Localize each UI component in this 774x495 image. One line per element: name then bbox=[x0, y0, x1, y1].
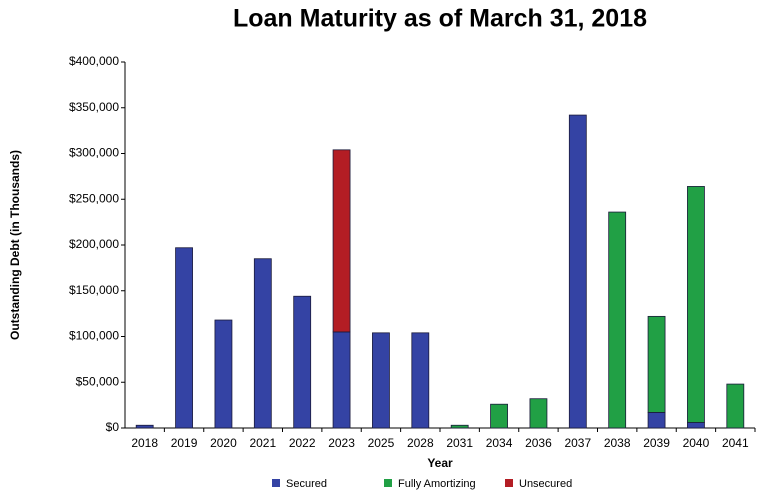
y-tick-label: $250,000 bbox=[69, 191, 119, 205]
bar-segment bbox=[687, 186, 705, 423]
bar-segment bbox=[253, 258, 272, 429]
bar-segment bbox=[647, 412, 666, 429]
bar-segment bbox=[332, 149, 351, 333]
x-tick-label: 2025 bbox=[368, 436, 395, 450]
bar-segment bbox=[332, 331, 351, 429]
x-tick-label: 2018 bbox=[131, 436, 158, 450]
y-tick-label: $150,000 bbox=[69, 283, 119, 297]
bar-segment bbox=[647, 315, 666, 413]
legend-label: Fully Amortizing bbox=[398, 478, 476, 490]
x-tick-label: 2039 bbox=[643, 436, 670, 450]
x-tick-label: 2034 bbox=[486, 436, 513, 450]
y-tick-label: $300,000 bbox=[69, 146, 119, 160]
y-tick-label: $400,000 bbox=[69, 54, 119, 68]
legend-swatch bbox=[505, 479, 513, 487]
y-tick-label: $100,000 bbox=[69, 329, 119, 343]
y-tick-label: $50,000 bbox=[76, 374, 120, 388]
x-tick-label: 2021 bbox=[249, 436, 276, 450]
bar-segment bbox=[726, 383, 745, 429]
x-tick-label: 2040 bbox=[683, 436, 710, 450]
x-tick-label: 2031 bbox=[446, 436, 473, 450]
bar-segment bbox=[214, 319, 233, 429]
x-tick-label: 2023 bbox=[328, 436, 355, 450]
bar-segment bbox=[687, 422, 705, 429]
bar-segment bbox=[175, 247, 193, 429]
y-tick-label: $350,000 bbox=[69, 100, 119, 114]
x-tick-label: 2041 bbox=[722, 436, 749, 450]
chart-title: Loan Maturity as of March 31, 2018 bbox=[233, 5, 647, 33]
x-tick-label: 2036 bbox=[525, 436, 552, 450]
y-tick-label: $0 bbox=[106, 420, 120, 434]
legend-label: Unsecured bbox=[519, 478, 572, 490]
bar-segment bbox=[293, 295, 312, 429]
x-axis-title: Year bbox=[427, 456, 453, 470]
x-tick-label: 2028 bbox=[407, 436, 434, 450]
x-tick-label: 2037 bbox=[564, 436, 591, 450]
y-axis-title: Outstanding Debt (in Thousands) bbox=[8, 150, 22, 340]
x-tick-label: 2020 bbox=[210, 436, 237, 450]
bar-segment bbox=[529, 398, 548, 429]
legend-swatch bbox=[384, 479, 392, 487]
bar-segment bbox=[568, 114, 587, 429]
bar-segment bbox=[490, 403, 508, 429]
bar-segment bbox=[608, 211, 627, 429]
x-tick-label: 2038 bbox=[604, 436, 631, 450]
legend-swatch bbox=[272, 479, 280, 487]
x-tick-label: 2019 bbox=[171, 436, 198, 450]
legend-label: Secured bbox=[286, 478, 327, 490]
x-tick-label: 2022 bbox=[289, 436, 316, 450]
bar-segment bbox=[135, 424, 154, 429]
bar-segment bbox=[411, 332, 430, 429]
bar-segment bbox=[450, 424, 469, 429]
bar-segment bbox=[372, 332, 390, 429]
y-tick-label: $200,000 bbox=[69, 237, 119, 251]
